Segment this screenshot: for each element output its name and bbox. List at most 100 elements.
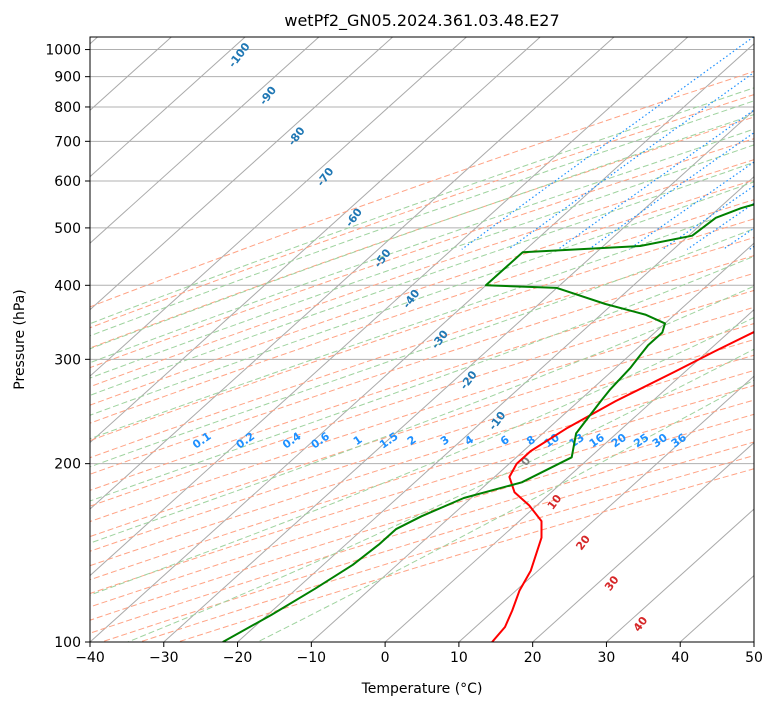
y-tick-label: 100 [54,635,81,651]
mixing-ratio-line [508,71,754,250]
mixing-ratio-line [722,227,754,250]
x-tick-label: 20 [524,650,542,666]
isotherm-line [90,37,689,577]
dry-adiabat-line [90,94,754,329]
moist-adiabat-line [90,128,754,364]
x-tick-label: −30 [149,650,179,666]
mixing-ratio-line [588,131,754,250]
isotherm-label: -30 [429,327,452,351]
background-lines [90,37,754,642]
y-tick-label: 500 [54,221,81,237]
mixing-ratio-label: 0.6 [309,429,333,451]
dry-adiabat-line [90,289,754,507]
mixing-ratio-label: 0.2 [234,430,257,452]
isotherm-label: -100 [226,40,253,70]
y-tick-label: 800 [54,100,81,116]
y-tick-label: 300 [54,352,81,368]
isotherm-line [90,37,393,311]
mixing-ratio-label: 30 [650,431,670,451]
dry-adiabat-line [90,306,754,523]
isotherm-line [163,109,754,642]
dry-adiabat-line [177,468,754,642]
x-tick-label: 50 [745,650,763,666]
mixing-ratio-label: 4 [462,433,476,448]
isotherm-line [679,574,754,642]
mixing-ratio-line [557,109,754,250]
x-axis-label: Temperature (°C) [361,681,483,697]
moist-adiabat-line [90,87,754,325]
isotherm-label: -50 [371,246,394,270]
dry-adiabat-line [90,339,754,552]
plot-frame [89,36,755,643]
dry-adiabat-line [90,159,754,388]
moist-adiabat-line [127,348,754,642]
mixing-ratio-label: 1.5 [377,430,400,452]
y-tick-label: 900 [54,70,81,86]
isotherm-line [532,441,754,642]
mixing-ratio-label: 6 [498,433,512,448]
mixing-ratio-label: 1 [351,433,365,448]
isotherm-label: -10 [486,409,509,433]
x-tick-label: 0 [381,650,390,666]
moist-adiabat-line [90,144,754,379]
dry-adiabat-line [90,427,754,634]
isotherm-line [90,43,754,642]
isotherm-line [90,37,320,244]
y-tick-label: 600 [54,174,81,190]
x-tick-label: −20 [223,650,253,666]
moist-adiabat-line [90,255,754,502]
isotherm-label: -40 [400,287,423,311]
mixing-ratio-line [686,202,754,250]
isotherm-line [90,37,246,178]
chart-title: wetPf2_GN05.2024.361.03.48.E27 [284,11,559,31]
dry-adiabat-line [90,179,754,406]
dry-adiabat-line [90,354,754,567]
isotherm-label: -20 [457,368,480,392]
y-tick-label: 700 [54,134,81,150]
axes: −40 −30 −20 −10 0 10 20 30 40 5010020030040050060… [45,43,763,666]
moist-adiabat-line [90,181,754,416]
dry-adiabat-line [90,70,754,308]
dry-adiabat-line [90,237,754,459]
isotherm-line [90,37,615,510]
y-tick-label: 1000 [45,43,81,59]
data-series [222,203,754,642]
mixing-ratio-line [749,245,754,250]
moist-adiabat-line [90,203,754,440]
isotherm-label: -80 [285,124,308,148]
isotherm-line [237,176,754,642]
y-axis-label: Pressure (hPa) [12,289,28,389]
isotherm-line [753,641,754,642]
x-tick-label: 10 [450,650,468,666]
x-tick-label: −10 [297,650,327,666]
isotherm-label: -60 [343,205,366,229]
isotherm-line [90,37,541,444]
dry-adiabat-line [90,384,754,595]
mixing-ratio-line [461,37,754,250]
isotherm-line [90,37,467,377]
isotherm-line [458,375,754,642]
mixing-ratio-label: 25 [631,431,651,450]
moist-adiabat-line [90,100,754,337]
temperature-profile-line [491,330,754,642]
isotherm-label: -70 [314,165,337,189]
mixing-ratio-label: 3 [438,433,452,448]
x-tick-label: −40 [75,650,105,666]
isotherm-line [606,508,754,642]
mixing-ratio-label: 20 [609,431,629,451]
moist-adiabat-line [257,379,754,642]
mixing-ratio-line [628,161,754,250]
dry-adiabat-line [90,199,754,424]
moist-adiabat-line [90,228,754,468]
x-tick-label: 40 [671,650,689,666]
line-labels: 0.1 0.2 0.4 0.6 1 1.5 2 3 4 6 8 10 13 16 20 253036-100-… [190,40,689,634]
y-tick-label: 400 [54,278,81,294]
dewpoint-profile-line [222,203,754,642]
isotherm-label: -90 [257,84,280,108]
moist-adiabat-line [90,285,754,544]
isotherm-line [384,308,754,642]
y-tick-label: 200 [54,457,81,473]
moist-adiabat-line [90,113,754,350]
x-tick-label: 30 [598,650,616,666]
